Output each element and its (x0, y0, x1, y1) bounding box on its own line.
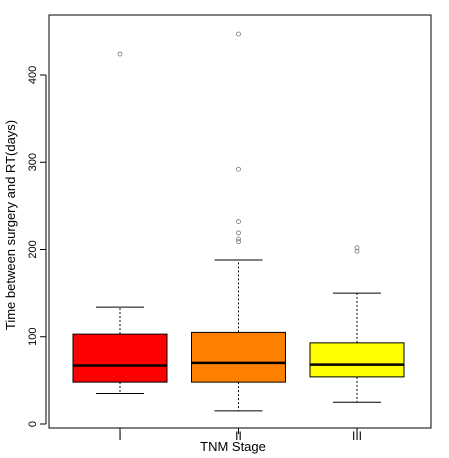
box-iqr (309, 342, 405, 378)
x-tick-label: I (118, 429, 121, 443)
y-tick-label: 200 (27, 240, 39, 258)
x-tick-label: III (352, 429, 362, 443)
outlier-point (117, 51, 123, 57)
y-axis: 0 100 200 300 400 (27, 66, 47, 427)
outlier-point (236, 166, 241, 172)
outlier-point (236, 230, 241, 236)
outlier-point (354, 248, 360, 254)
outlier-point (354, 245, 360, 251)
box-iqr (191, 331, 286, 383)
box-group-III (309, 245, 405, 403)
x-axis-label: TNM Stage (200, 439, 266, 454)
box-group-I (72, 51, 168, 394)
x-axis: I II III (118, 427, 362, 443)
x-tick-label: II (235, 429, 242, 443)
boxes (72, 31, 405, 412)
outlier-point (236, 236, 241, 242)
y-tick-label: 300 (27, 153, 39, 171)
y-axis-label: Time between surgery and RT(days) (3, 120, 18, 330)
outlier-point (236, 239, 241, 245)
y-tick-label: 100 (27, 328, 39, 346)
y-tick-label: 0 (27, 421, 39, 427)
outlier-point (236, 219, 241, 224)
y-tick-label: 400 (27, 66, 39, 84)
outlier-point (236, 31, 241, 37)
box-iqr (72, 333, 168, 383)
box-group-II (191, 31, 286, 412)
